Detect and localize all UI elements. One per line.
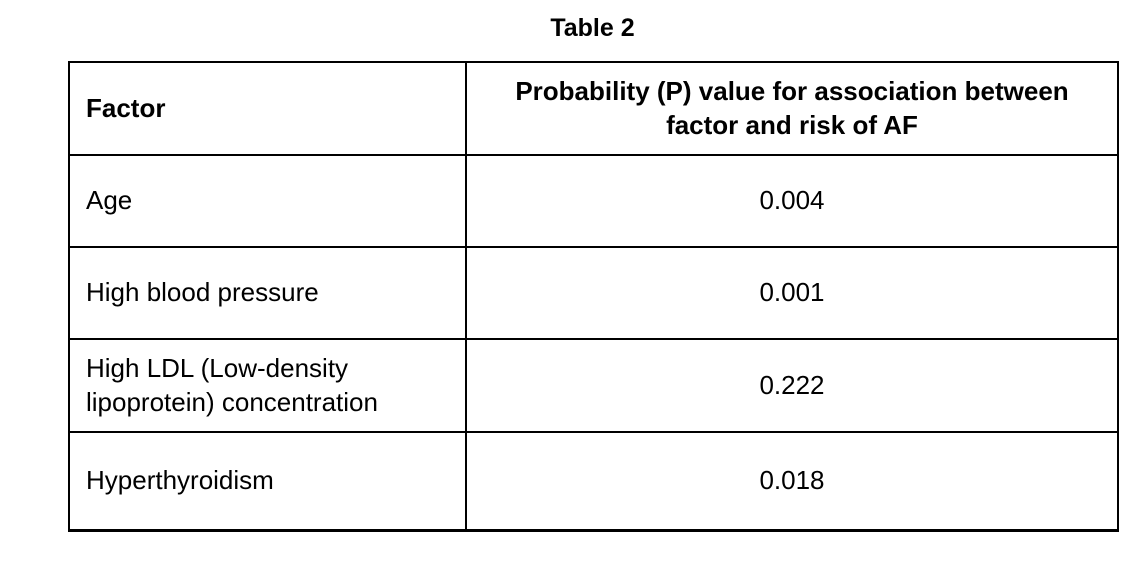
document-page: Table 2 Factor Probability (P) value for… <box>68 0 1119 532</box>
table-row: Age 0.004 <box>68 154 1119 248</box>
pvalue-cell: 0.018 <box>465 431 1119 532</box>
table-row: Hyperthyroidism 0.018 <box>68 431 1119 532</box>
column-header-pvalue: Probability (P) value for association be… <box>465 61 1119 156</box>
column-header-factor: Factor <box>68 61 467 156</box>
table-header-row: Factor Probability (P) value for associa… <box>68 61 1119 156</box>
factor-cell: High LDL (Low-density lipoprotein) conce… <box>68 338 467 433</box>
table-row: High LDL (Low-density lipoprotein) conce… <box>68 338 1119 433</box>
pvalue-cell: 0.222 <box>465 338 1119 433</box>
factor-cell: Hyperthyroidism <box>68 431 467 532</box>
pvalue-cell: 0.001 <box>465 246 1119 340</box>
factors-table: Factor Probability (P) value for associa… <box>68 61 1119 532</box>
table-row: High blood pressure 0.001 <box>68 246 1119 340</box>
factor-cell: High blood pressure <box>68 246 467 340</box>
pvalue-cell: 0.004 <box>465 154 1119 248</box>
factor-cell: Age <box>68 154 467 248</box>
table-title: Table 2 <box>550 14 635 42</box>
